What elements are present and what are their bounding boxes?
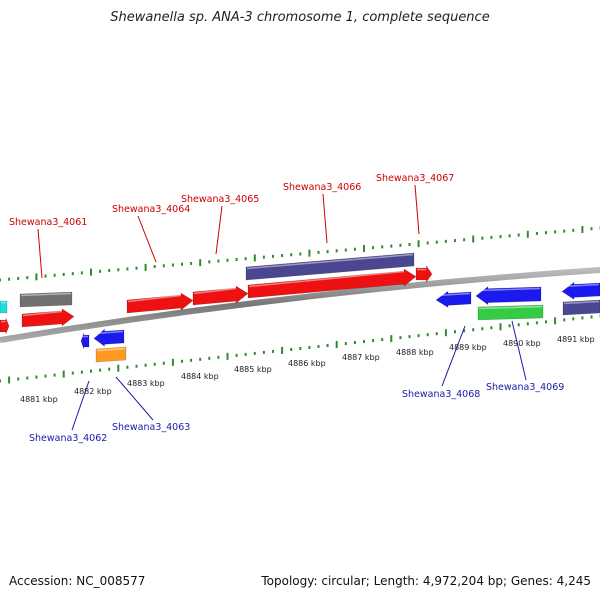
scale-label: 4888 kbp [396, 348, 434, 357]
gene-label-shewana3-4068[interactable]: Shewana3_4068 [402, 389, 480, 400]
leader-shewana3-4067 [414, 184, 420, 235]
leader-shewana3-4068 [441, 325, 466, 387]
gene-label-shewana3-4064[interactable]: Shewana3_4064 [112, 204, 190, 215]
gene-label-shewana3-4067[interactable]: Shewana3_4067 [376, 173, 454, 184]
gene-feature-shewana3-4063-b-highlight [96, 347, 126, 352]
gene-feature-shewana3-4066[interactable] [245, 252, 415, 281]
scale-label: 4885 kbp [234, 365, 272, 374]
leader-shewana3-4061 [37, 228, 43, 279]
gene-feature-shewana3-4066-cds-highlight [248, 270, 405, 288]
leader-shewana3-4066 [322, 193, 328, 244]
leader-shewana3-4064 [137, 215, 157, 263]
label-leader-lines [37, 184, 527, 431]
scale-labels: 4881 kbp 4882 kbp 4883 kbp 4884 kbp 4885… [20, 335, 595, 404]
gene-feature-shewana3-4068-highlight [436, 292, 471, 297]
gene-label-shewana3-4069[interactable]: Shewana3_4069 [486, 382, 564, 393]
gene-feature-shewana3-4064-highlight [127, 294, 182, 303]
gene-feature-shewana3-4069[interactable] [475, 286, 542, 306]
scale-label: 4887 kbp [342, 353, 380, 362]
scale-label: 4881 kbp [20, 395, 58, 404]
gene-feature-edge-right-blue[interactable] [561, 281, 600, 300]
scale-label: 4883 kbp [127, 379, 165, 388]
gene-feature-shewana3-4066-highlight [246, 253, 414, 270]
gene-feature-shewana3-4062[interactable] [80, 332, 90, 350]
gene-feature-edge-left-cyan[interactable] [0, 300, 8, 314]
gene-feature-shewana3-4063-b[interactable] [95, 346, 127, 363]
gene-label-shewana3-4062[interactable]: Shewana3_4062 [29, 433, 107, 444]
gene-labels-top: Shewana3_4061 Shewana3_4064 Shewana3_406… [9, 173, 454, 228]
gene-feature-shewana3-4069-b-highlight [478, 305, 543, 310]
gene-feature-shewana3-4063-highlight [94, 330, 124, 335]
leader-shewana3-4062 [71, 380, 90, 431]
scale-label: 4891 kbp [557, 335, 595, 344]
gene-feature-shewana3-4069-highlight [476, 287, 541, 292]
gene-feature-shewana3-4068[interactable] [435, 290, 472, 308]
gene-features [0, 252, 600, 363]
gene-label-shewana3-4065[interactable]: Shewana3_4065 [181, 194, 259, 205]
scale-label: 4889 kbp [449, 343, 487, 352]
leader-shewana3-4063 [115, 376, 154, 421]
leader-shewana3-4069 [511, 320, 527, 381]
gene-label-shewana3-4066[interactable]: Shewana3_4066 [283, 182, 361, 193]
scale-label: 4890 kbp [503, 339, 541, 348]
chromosome-backbone [0, 267, 600, 343]
gene-feature-shewana3-4069-b[interactable] [477, 304, 544, 321]
gene-feature-shewana3-4064[interactable] [126, 292, 194, 314]
gene-feature-shewana3-4061[interactable] [19, 291, 73, 308]
gene-feature-edge-left-red[interactable] [0, 317, 10, 335]
gene-feature-edge-right-navy[interactable] [562, 299, 600, 316]
gene-feature-shewana3-4061-cds[interactable] [21, 308, 75, 328]
scale-label: 4884 kbp [181, 372, 219, 381]
scale-label: 4882 kbp [74, 387, 112, 396]
gene-label-shewana3-4061[interactable]: Shewana3_4061 [9, 217, 87, 228]
gene-feature-edge-right-blue-highlight [562, 283, 600, 288]
scale-label: 4886 kbp [288, 359, 326, 368]
scale-ticks-top [0, 226, 600, 282]
map-title: Shewanella sp. ANA-3 chromosome 1, compl… [110, 10, 490, 25]
gene-feature-shewana3-4061-highlight [20, 292, 72, 297]
gene-feature-shewana3-4065[interactable] [192, 285, 249, 306]
gene-feature-shewana3-4063[interactable] [93, 328, 125, 347]
gene-feature-shewana3-4066-cds[interactable] [247, 268, 417, 299]
gene-feature-edge-right-navy-highlight [563, 300, 600, 305]
topology-summary-text: Topology: circular; Length: 4,972,204 bp… [261, 574, 591, 588]
gene-feature-shewana3-4061-cds-highlight [22, 310, 63, 317]
gene-feature-shewana3-4067[interactable] [415, 265, 433, 283]
gene-label-shewana3-4063[interactable]: Shewana3_4063 [112, 422, 190, 433]
gene-feature-shewana3-4065-highlight [193, 287, 237, 295]
scale-ticks-bottom [0, 314, 600, 384]
gene-labels-bottom: Shewana3_4062 Shewana3_4063 Shewana3_406… [29, 382, 564, 444]
accession-text: Accession: NC_008577 [9, 574, 146, 588]
leader-shewana3-4065 [215, 205, 223, 255]
